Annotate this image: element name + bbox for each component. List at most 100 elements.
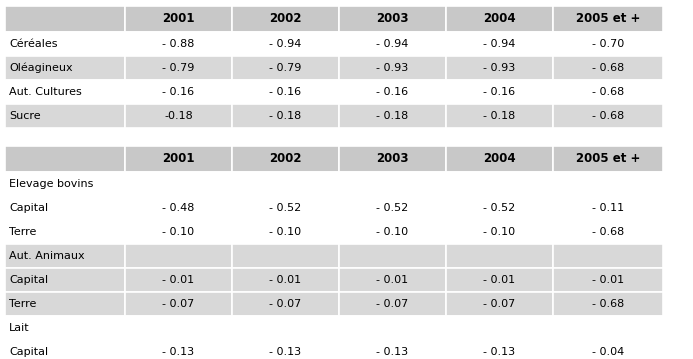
Text: - 0.16: - 0.16	[484, 87, 516, 97]
Bar	[553, 146, 663, 172]
Bar	[339, 244, 446, 268]
Text: Sucre: Sucre	[9, 111, 41, 121]
Text: 2005 et +: 2005 et +	[576, 13, 640, 25]
Bar	[232, 6, 339, 32]
Bar	[339, 340, 446, 359]
Text: Capital: Capital	[9, 275, 48, 285]
Text: Capital: Capital	[9, 347, 48, 357]
Text: - 0.13: - 0.13	[376, 347, 409, 357]
Bar	[553, 292, 663, 316]
Bar	[553, 6, 663, 32]
Text: - 0.79: - 0.79	[270, 63, 301, 73]
Bar	[553, 104, 663, 128]
Bar	[125, 268, 232, 292]
Bar	[125, 220, 232, 244]
Bar	[553, 340, 663, 359]
Bar	[446, 244, 553, 268]
Bar	[232, 316, 339, 340]
Bar	[232, 80, 339, 104]
Bar	[232, 268, 339, 292]
Bar	[446, 196, 553, 220]
Text: 2002: 2002	[270, 153, 301, 165]
Text: - 0.10: - 0.10	[270, 227, 301, 237]
Bar	[446, 32, 553, 56]
Bar	[446, 80, 553, 104]
Text: - 0.68: - 0.68	[592, 87, 624, 97]
Bar	[5, 146, 125, 172]
Bar	[125, 244, 232, 268]
Bar	[5, 56, 125, 80]
Bar	[446, 104, 553, 128]
Bar	[339, 292, 446, 316]
Bar	[125, 104, 232, 128]
Text: - 0.94: - 0.94	[270, 39, 301, 49]
Text: - 0.10: - 0.10	[376, 227, 409, 237]
Bar	[446, 340, 553, 359]
Text: - 0.16: - 0.16	[376, 87, 409, 97]
Bar	[125, 316, 232, 340]
Text: Aut. Animaux: Aut. Animaux	[9, 251, 85, 261]
Bar	[553, 316, 663, 340]
Text: - 0.07: - 0.07	[376, 299, 409, 309]
Bar	[125, 172, 232, 196]
Bar	[5, 340, 125, 359]
Text: - 0.07: - 0.07	[270, 299, 301, 309]
Bar	[339, 196, 446, 220]
Text: - 0.13: - 0.13	[270, 347, 301, 357]
Bar	[232, 104, 339, 128]
Text: - 0.10: - 0.10	[484, 227, 516, 237]
Text: - 0.01: - 0.01	[376, 275, 409, 285]
Bar	[446, 292, 553, 316]
Text: - 0.16: - 0.16	[270, 87, 301, 97]
Text: - 0.94: - 0.94	[376, 39, 409, 49]
Text: Oléagineux: Oléagineux	[9, 63, 73, 73]
Text: - 0.16: - 0.16	[162, 87, 195, 97]
Text: Capital: Capital	[9, 203, 48, 213]
Bar	[553, 244, 663, 268]
Text: 2004: 2004	[483, 153, 516, 165]
Text: - 0.52: - 0.52	[376, 203, 409, 213]
Text: - 0.18: - 0.18	[376, 111, 409, 121]
Bar	[446, 172, 553, 196]
Bar	[5, 292, 125, 316]
Text: - 0.01: - 0.01	[162, 275, 195, 285]
Bar	[125, 6, 232, 32]
Text: Lait: Lait	[9, 323, 30, 333]
Text: - 0.79: - 0.79	[162, 63, 195, 73]
Text: - 0.01: - 0.01	[270, 275, 301, 285]
Text: - 0.13: - 0.13	[162, 347, 195, 357]
Bar	[232, 340, 339, 359]
Text: - 0.48: - 0.48	[162, 203, 195, 213]
Bar	[446, 146, 553, 172]
Text: - 0.01: - 0.01	[592, 275, 624, 285]
Bar	[553, 220, 663, 244]
Text: Aut. Cultures: Aut. Cultures	[9, 87, 82, 97]
Bar	[553, 80, 663, 104]
Bar	[232, 292, 339, 316]
Text: - 0.18: - 0.18	[270, 111, 301, 121]
Bar	[339, 32, 446, 56]
Text: - 0.11: - 0.11	[592, 203, 624, 213]
Bar	[125, 56, 232, 80]
Text: - 0.52: - 0.52	[270, 203, 301, 213]
Text: 2001: 2001	[162, 13, 195, 25]
Bar	[5, 196, 125, 220]
Bar	[125, 340, 232, 359]
Bar	[232, 172, 339, 196]
Text: Céréales: Céréales	[9, 39, 58, 49]
Bar	[339, 104, 446, 128]
Bar	[339, 80, 446, 104]
Bar	[125, 292, 232, 316]
Bar	[232, 244, 339, 268]
Text: -0.18: -0.18	[164, 111, 193, 121]
Text: - 0.68: - 0.68	[592, 299, 624, 309]
Bar	[232, 56, 339, 80]
Bar	[446, 316, 553, 340]
Bar	[5, 104, 125, 128]
Bar	[553, 172, 663, 196]
Bar	[553, 268, 663, 292]
Bar	[553, 32, 663, 56]
Text: Terre: Terre	[9, 299, 36, 309]
Text: - 0.93: - 0.93	[484, 63, 516, 73]
Text: - 0.94: - 0.94	[483, 39, 516, 49]
